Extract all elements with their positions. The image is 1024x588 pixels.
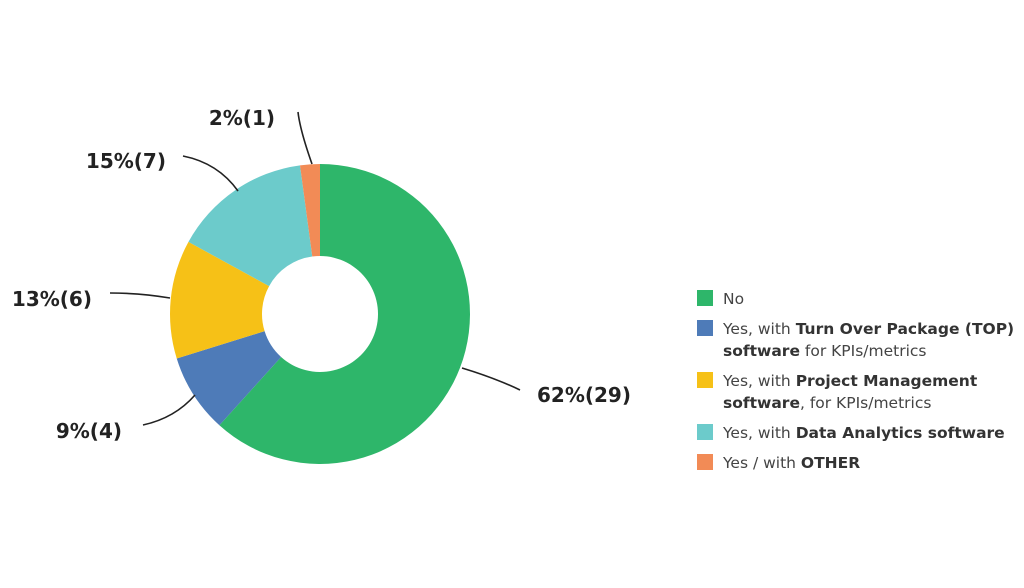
legend-item-1: Yes, with Turn Over Package (TOP) softwa… [697, 318, 1017, 362]
leader-line-2 [109, 292, 171, 299]
slice-label-0: 62%(29) [537, 383, 631, 407]
legend-label-3-part-0: Yes, with [723, 424, 796, 442]
legend-label-2-part-1: Project Management software [723, 372, 978, 412]
slice-label-4: 2%(1) [209, 106, 275, 130]
slice-3 [188, 165, 313, 287]
leader-line-4 [297, 111, 313, 165]
legend-label-1-part-0: Yes, with [723, 320, 796, 338]
legend-label-0-part-0: No [723, 290, 745, 308]
slice-label-2: 13%(6) [12, 287, 92, 311]
slice-label-1: 9%(4) [56, 419, 122, 443]
slice-4 [300, 164, 320, 257]
legend-label-4-part-1: OTHER [800, 454, 861, 472]
chart-legend: No Yes, with Turn Over Package (TOP) soft… [697, 288, 1017, 482]
legend-item-3: Yes, with Data Analytics software [697, 422, 1017, 444]
slice-2 [169, 241, 270, 359]
legend-item-0: No [697, 288, 1017, 310]
leader-line-3 [182, 155, 239, 192]
legend-label-2: Yes, with Project Management software, f… [723, 372, 977, 412]
legend-swatch-2 [697, 372, 713, 388]
legend-label-1: Yes, with Turn Over Package (TOP) softwa… [723, 320, 1014, 360]
leader-line-1 [142, 394, 196, 426]
legend-swatch-0 [697, 290, 713, 306]
slice-label-3: 15%(7) [86, 149, 166, 173]
legend-label-1-part-1: Turn Over Package (TOP) software [723, 320, 1015, 360]
legend-label-2-part-2: , for KPIs/metrics [799, 394, 932, 412]
legend-label-0: No [723, 290, 744, 308]
legend-label-4-part-0: Yes / with [723, 454, 801, 472]
legend-item-4: Yes / with OTHER [697, 452, 1017, 474]
legend-label-3: Yes, with Data Analytics software [723, 424, 1005, 442]
legend-swatch-3 [697, 424, 713, 440]
legend-label-2-part-0: Yes, with [723, 372, 796, 390]
legend-item-2: Yes, with Project Management software, f… [697, 370, 1017, 414]
legend-label-4: Yes / with OTHER [723, 454, 860, 472]
slice-0 [219, 164, 470, 464]
legend-swatch-1 [697, 320, 713, 336]
legend-label-1-part-2: for KPIs/metrics [799, 342, 927, 360]
leader-line-0 [461, 367, 521, 391]
legend-label-3-part-1: Data Analytics software [795, 424, 1005, 442]
legend-swatch-4 [697, 454, 713, 470]
slice-1 [176, 331, 282, 426]
